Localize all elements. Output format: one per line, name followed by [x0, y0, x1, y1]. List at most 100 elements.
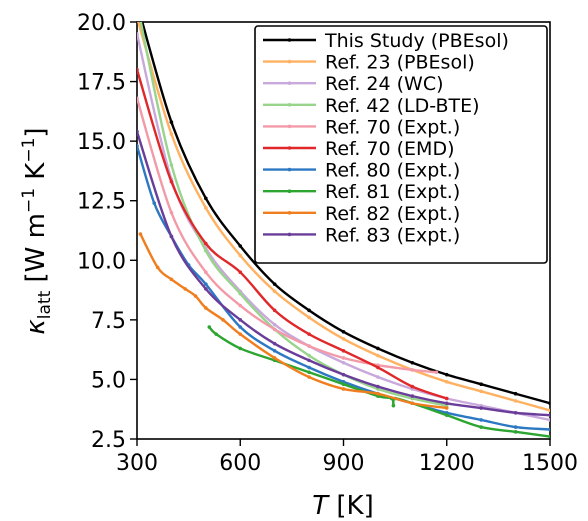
- data-point: [238, 346, 243, 351]
- y-axis: 2.5 5.0 7.5 10.0 12.5 15.0 17.5 20.0: [77, 11, 137, 453]
- legend-item: Ref. 83 (Expt.): [263, 224, 460, 246]
- data-point: [307, 365, 311, 370]
- y-axis-label-exp2: −1: [19, 138, 39, 163]
- data-point: [479, 389, 483, 394]
- x-tick-label: 900: [323, 451, 365, 476]
- data-point: [193, 294, 198, 298]
- data-point: [410, 401, 415, 406]
- data-point: [548, 418, 550, 422]
- y-axis-label-exp1: −1: [19, 188, 39, 213]
- data-point: [169, 132, 174, 136]
- data-point: [169, 163, 174, 167]
- data-point: [204, 270, 208, 275]
- data-point: [307, 332, 311, 336]
- y-axis-label: κlatt [W m−1 K−1]: [19, 127, 55, 334]
- data-point: [183, 287, 187, 291]
- legend-item: Ref. 70 (EMD): [263, 138, 455, 160]
- y-axis-label-unit-mid: K: [21, 162, 51, 188]
- data-point: [135, 1, 139, 5]
- legend-box: [254, 25, 548, 264]
- data-point: [204, 287, 208, 291]
- data-point: [376, 365, 380, 370]
- legend-label: This Study (PBEsol): [324, 30, 509, 52]
- data-point: [434, 370, 439, 375]
- series-8: [138, 232, 449, 410]
- data-point: [479, 382, 483, 386]
- data-point: [137, 96, 139, 101]
- legend-item: Ref. 23 (PBEsol): [263, 52, 475, 74]
- y-tick-label: 7.5: [91, 309, 126, 334]
- data-point: [444, 413, 449, 417]
- data-point: [238, 291, 243, 296]
- data-point: [376, 375, 380, 379]
- data-point: [341, 329, 346, 334]
- y-axis-label-unit-close: ]: [21, 127, 51, 137]
- data-point: [272, 308, 277, 313]
- data-point: [272, 322, 277, 327]
- data-point: [204, 196, 208, 201]
- data-point: [169, 179, 174, 184]
- y-tick-label: 12.5: [77, 190, 126, 215]
- x-tick-label: 300: [116, 451, 158, 476]
- data-point: [307, 358, 311, 363]
- x-tick-label: 1500: [522, 451, 578, 476]
- data-point: [548, 401, 550, 406]
- data-point: [410, 394, 415, 398]
- data-point: [155, 265, 160, 270]
- legend-label: Ref. 23 (PBEsol): [325, 52, 475, 74]
- legend-item: Ref. 80 (Expt.): [263, 160, 460, 182]
- y-tick-label: 2.5: [91, 428, 126, 453]
- y-tick-label: 5.0: [91, 368, 126, 393]
- data-point: [376, 353, 380, 358]
- data-point: [513, 391, 518, 396]
- legend-marker: [287, 124, 292, 129]
- data-point: [169, 277, 174, 282]
- data-point: [341, 337, 346, 341]
- x-tick-label: 1200: [419, 451, 475, 476]
- legend-marker: [287, 189, 292, 193]
- data-point: [548, 408, 550, 413]
- data-point: [137, 129, 139, 134]
- series-5: [137, 67, 449, 401]
- y-tick-label: 20.0: [77, 11, 126, 36]
- data-point: [513, 430, 518, 434]
- legend-item: Ref. 70 (Expt.): [263, 116, 460, 138]
- data-point: [307, 308, 311, 313]
- data-point: [307, 344, 311, 348]
- data-point: [221, 318, 225, 322]
- data-point: [137, 67, 139, 72]
- data-point: [479, 425, 483, 429]
- data-point: [513, 410, 518, 415]
- data-point: [391, 403, 396, 408]
- data-point: [513, 425, 518, 429]
- data-point: [444, 380, 449, 384]
- data-point: [444, 396, 449, 401]
- data-point: [341, 382, 346, 386]
- data-point: [272, 356, 277, 360]
- data-point: [548, 434, 550, 439]
- legend-label: Ref. 70 (EMD): [325, 138, 455, 160]
- series-line: [137, 97, 437, 374]
- data-point: [341, 372, 346, 377]
- data-point: [376, 346, 380, 351]
- x-axis-label-symbol: T: [312, 491, 330, 521]
- x-axis-label: T [K]: [312, 491, 374, 521]
- y-axis-label-symbol: κ: [21, 319, 51, 335]
- data-point: [272, 349, 277, 353]
- data-point: [376, 391, 380, 396]
- legend: This Study (PBEsol)Ref. 23 (PBEsol) Ref. …: [254, 25, 548, 264]
- data-point: [444, 401, 449, 406]
- data-point: [341, 356, 346, 360]
- data-point: [204, 306, 208, 310]
- data-point: [169, 120, 174, 124]
- data-point: [238, 253, 243, 258]
- data-point: [548, 427, 550, 432]
- legend-label: Ref. 81 (Expt.): [325, 181, 460, 203]
- data-point: [137, 32, 139, 36]
- data-point: [410, 384, 415, 389]
- data-point: [204, 282, 208, 286]
- data-point: [272, 289, 277, 294]
- data-point: [169, 210, 174, 215]
- data-point: [138, 232, 143, 236]
